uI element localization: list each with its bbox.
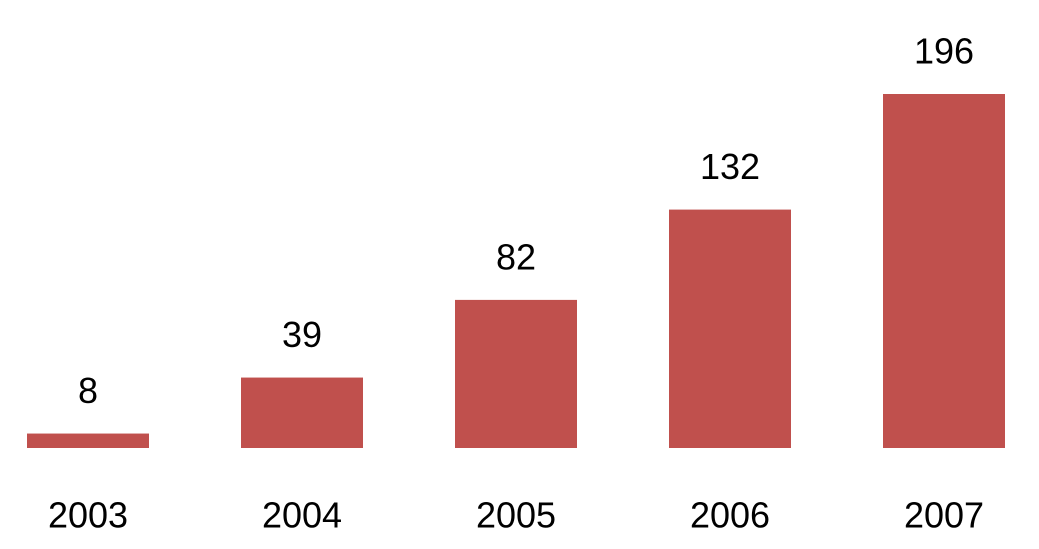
bar [241, 377, 363, 448]
bar [27, 433, 149, 448]
x-tick-label: 2006 [690, 495, 770, 536]
x-tick-label: 2005 [476, 495, 556, 536]
x-tick-label: 2007 [904, 495, 984, 536]
data-label: 132 [700, 146, 760, 187]
x-tick-label: 2004 [262, 495, 342, 536]
bar [669, 209, 791, 448]
x-tick-label: 2003 [48, 495, 128, 536]
data-label: 196 [914, 31, 974, 72]
data-label: 39 [282, 314, 322, 355]
data-label: 82 [496, 236, 536, 277]
bar [883, 94, 1005, 448]
data-label: 8 [78, 370, 98, 411]
bar [455, 299, 577, 448]
